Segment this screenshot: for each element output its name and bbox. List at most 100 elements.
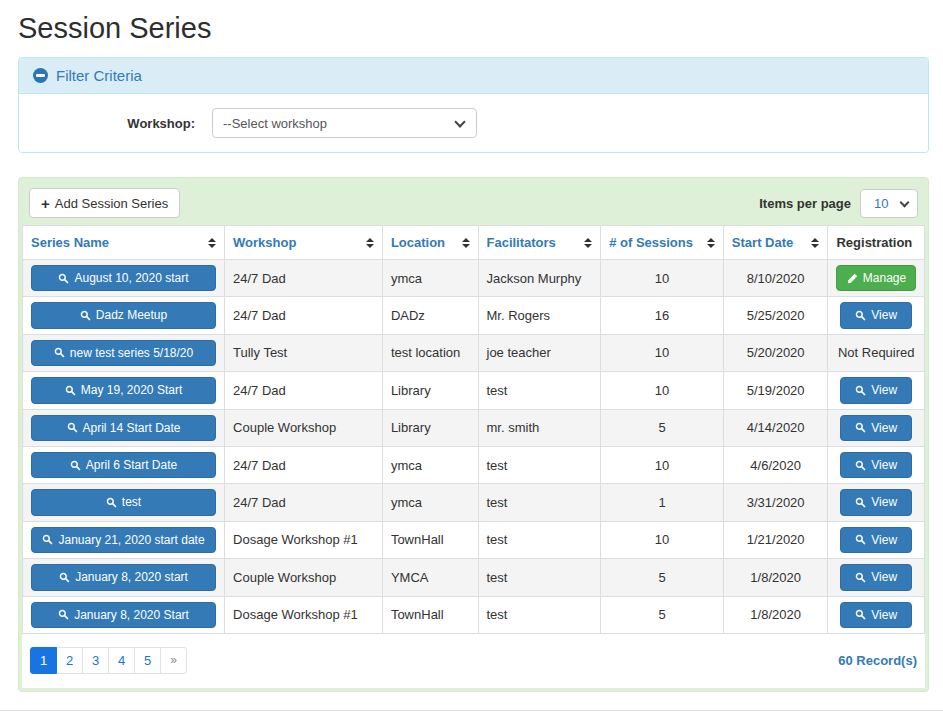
column-header-start-date[interactable]: Start Date	[723, 226, 828, 260]
series-name-cell: new test series 5/18/20	[23, 334, 225, 371]
location-cell: DADz	[382, 297, 478, 334]
table-row: April 14 Start Date Couple WorkshopLibrar…	[23, 409, 925, 446]
search-icon	[855, 609, 866, 620]
location-cell: Library	[382, 409, 478, 446]
column-label: Facilitators	[487, 235, 556, 250]
table-row: Dadz Meetup24/7 DadDADzMr. Rogers165/25/…	[23, 297, 925, 334]
sort-icon	[707, 238, 715, 248]
series-name-cell: Dadz Meetup	[23, 297, 225, 334]
view-registration-button[interactable]: View	[840, 602, 912, 628]
plus-icon: +	[41, 196, 50, 211]
workshop-label: Workshop:	[33, 116, 195, 131]
series-name-button[interactable]: April 6 Start Date	[31, 452, 216, 478]
column-header-facilitators[interactable]: Facilitators	[478, 226, 601, 260]
view-registration-button[interactable]: View	[840, 489, 912, 515]
view-registration-button[interactable]: View	[840, 302, 912, 328]
table-row: January 21, 2020 start dateDosage Worksh…	[23, 521, 925, 558]
series-name-cell: test	[23, 484, 225, 521]
facilitators-cell: test	[478, 446, 601, 483]
view-registration-button[interactable]: View	[840, 452, 912, 478]
start-date-cell: 5/25/2020	[723, 297, 828, 334]
search-icon	[855, 534, 866, 545]
registration-cell: View	[828, 409, 925, 446]
column-label: Start Date	[732, 235, 793, 250]
search-icon	[855, 310, 866, 321]
series-name-cell: January 8, 2020 Start	[23, 596, 225, 633]
workshop-cell: 24/7 Dad	[225, 297, 383, 334]
page-button-5[interactable]: 5	[134, 647, 161, 674]
search-icon	[65, 385, 76, 396]
search-icon	[58, 273, 69, 284]
page-button-1[interactable]: 1	[30, 647, 57, 674]
session-series-table: Series NameWorkshop Location Facilitators #…	[22, 225, 925, 634]
page-button-4[interactable]: 4	[108, 647, 135, 674]
facilitators-cell: test	[478, 372, 601, 409]
facilitators-cell: mr. smith	[478, 409, 601, 446]
table-header-row: Series NameWorkshop Location Facilitators #…	[23, 226, 925, 260]
manage-registration-button[interactable]: Manage	[836, 265, 916, 291]
registration-button-label: View	[871, 421, 897, 435]
sessions-cell: 5	[601, 559, 724, 596]
registration-cell: View	[828, 372, 925, 409]
pagination: 12345»	[30, 647, 187, 674]
sessions-cell: 1	[601, 484, 724, 521]
start-date-cell: 1/8/2020	[723, 559, 828, 596]
series-name-button[interactable]: Dadz Meetup	[31, 302, 216, 328]
workshop-cell: Couple Workshop	[225, 409, 383, 446]
column-header-location[interactable]: Location	[382, 226, 478, 260]
column-header-series-name[interactable]: Series Name	[23, 226, 225, 260]
column-label: Location	[391, 235, 445, 250]
items-per-page: Items per page 10	[759, 189, 918, 218]
series-name-button[interactable]: April 14 Start Date	[31, 415, 216, 441]
series-name-label: April 6 Start Date	[86, 458, 177, 472]
registration-cell: View	[828, 484, 925, 521]
view-registration-button[interactable]: View	[840, 564, 912, 590]
search-icon	[855, 422, 866, 433]
pagination-bar: 12345» 60 Record(s)	[22, 634, 925, 688]
chevron-down-icon	[900, 197, 910, 207]
series-name-button[interactable]: new test series 5/18/20	[31, 340, 216, 366]
add-session-series-button[interactable]: + Add Session Series	[29, 188, 180, 218]
facilitators-cell: test	[478, 484, 601, 521]
add-session-series-label: Add Session Series	[55, 196, 168, 211]
view-registration-button[interactable]: View	[840, 377, 912, 403]
record-count: 60 Record(s)	[838, 653, 917, 668]
facilitators-cell: joe teacher	[478, 334, 601, 371]
view-registration-button[interactable]: View	[840, 527, 912, 553]
series-name-button[interactable]: January 8, 2020 start	[31, 564, 216, 590]
series-name-label: new test series 5/18/20	[70, 346, 193, 360]
series-name-label: test	[122, 495, 141, 509]
start-date-cell: 1/8/2020	[723, 596, 828, 633]
filter-criteria-header[interactable]: Filter Criteria	[19, 58, 928, 94]
workshop-select[interactable]: --Select workshop	[212, 108, 477, 138]
items-per-page-select[interactable]: 10	[860, 189, 918, 218]
next-pages-button[interactable]: »	[160, 647, 187, 674]
workshop-cell: Dosage Workshop #1	[225, 596, 383, 633]
page-button-2[interactable]: 2	[56, 647, 83, 674]
minus-circle-icon	[33, 68, 48, 83]
search-icon	[42, 534, 53, 545]
workshop-cell: 24/7 Dad	[225, 484, 383, 521]
series-name-cell: May 19, 2020 Start	[23, 372, 225, 409]
view-registration-button[interactable]: View	[840, 415, 912, 441]
series-name-button[interactable]: August 10, 2020 start	[31, 265, 216, 291]
series-name-button[interactable]: January 8, 2020 Start	[31, 602, 216, 628]
registration-button-label: View	[871, 383, 897, 397]
table-row: new test series 5/18/20Tully Testtest lo…	[23, 334, 925, 371]
start-date-cell: 4/6/2020	[723, 446, 828, 483]
page-button-3[interactable]: 3	[82, 647, 109, 674]
series-name-button[interactable]: January 21, 2020 start date	[31, 527, 216, 553]
table-row: January 8, 2020 StartDosage Workshop #1T…	[23, 596, 925, 633]
page-title: Session Series	[18, 12, 929, 45]
series-name-label: January 21, 2020 start date	[58, 533, 204, 547]
column-header-of-sessions[interactable]: # of Sessions	[601, 226, 724, 260]
series-name-button[interactable]: May 19, 2020 Start	[31, 377, 216, 403]
facilitators-cell: Jackson Murphy	[478, 260, 601, 297]
search-icon	[58, 609, 69, 620]
sort-icon	[811, 238, 819, 248]
table-row: April 6 Start Date24/7 Dadymcatest104/6/…	[23, 446, 925, 483]
series-name-button[interactable]: test	[31, 489, 216, 515]
column-header-workshop[interactable]: Workshop	[225, 226, 383, 260]
series-name-cell: April 6 Start Date	[23, 446, 225, 483]
column-header-registration: Registration	[828, 226, 925, 260]
